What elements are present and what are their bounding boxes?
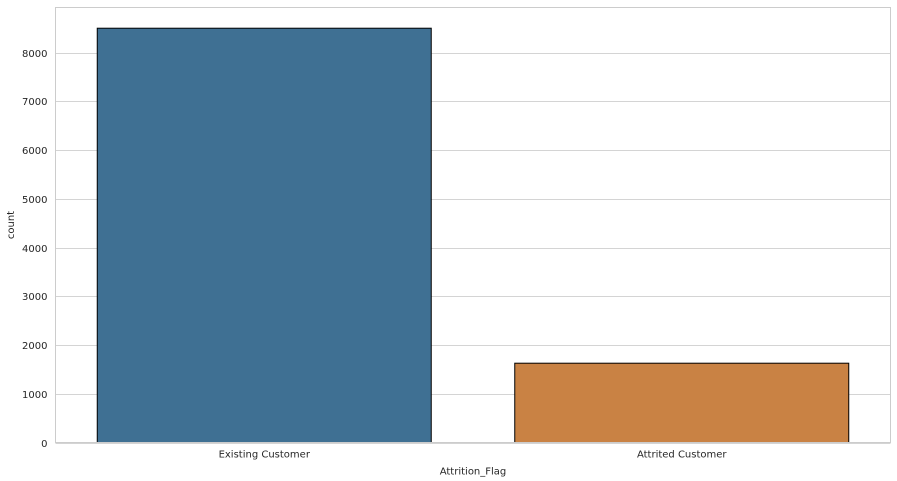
x-axis-label: Attrition_Flag — [440, 467, 507, 478]
y-tick-label: 5000 — [22, 195, 47, 206]
y-tick-labels: 0 1000 2000 3000 4000 5000 6000 7000 8000 — [22, 49, 47, 450]
y-tick-label: 2000 — [22, 341, 47, 352]
y-tick-label: 1000 — [22, 390, 47, 401]
plot-frame — [55, 7, 891, 443]
y-tick-label: 3000 — [22, 292, 47, 303]
bar-existing-customer — [96, 27, 432, 443]
y-tick-label: 4000 — [22, 244, 47, 255]
bar-attrited-customer — [514, 362, 850, 443]
bars — [96, 27, 850, 443]
x-tick-labels: Existing Customer Attrited Customer — [219, 450, 728, 461]
y-tick-label: 7000 — [22, 97, 47, 108]
y-tick-label: 8000 — [22, 49, 47, 60]
y-tick-label: 6000 — [22, 146, 47, 157]
x-tick-label: Attrited Customer — [637, 450, 727, 461]
y-tick-label: 0 — [41, 439, 47, 450]
x-tick-label: Existing Customer — [219, 450, 311, 461]
y-axis-label: count — [6, 211, 17, 239]
